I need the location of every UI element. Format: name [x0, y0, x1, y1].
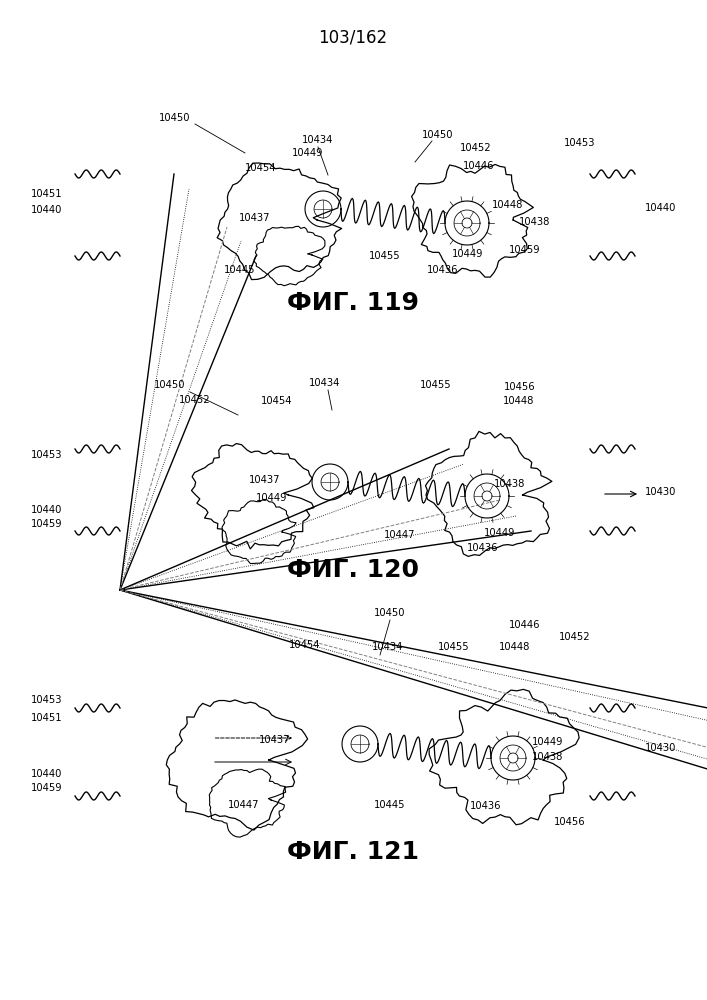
Text: ФИГ. 121: ФИГ. 121 [287, 840, 419, 864]
Text: 10459: 10459 [509, 245, 541, 255]
Text: 10446: 10446 [463, 161, 495, 171]
Text: 10449: 10449 [452, 249, 484, 259]
Text: 10440: 10440 [645, 203, 677, 213]
Text: 10452: 10452 [179, 395, 211, 405]
Polygon shape [222, 499, 296, 564]
Text: 10455: 10455 [438, 642, 470, 652]
Text: 10456: 10456 [554, 817, 586, 827]
Text: 10449: 10449 [256, 493, 288, 503]
Text: 10438: 10438 [494, 479, 526, 489]
Text: 10452: 10452 [559, 632, 591, 642]
Text: 10453: 10453 [564, 138, 596, 148]
Polygon shape [209, 769, 286, 837]
Text: 10447: 10447 [228, 800, 259, 810]
Text: 10438: 10438 [520, 217, 551, 227]
Text: 10456: 10456 [504, 382, 536, 392]
Polygon shape [192, 444, 314, 549]
Text: 10450: 10450 [159, 113, 191, 123]
Text: 10436: 10436 [470, 801, 502, 811]
Text: 10450: 10450 [374, 608, 406, 618]
Text: 10450: 10450 [154, 380, 186, 390]
Text: 10454: 10454 [289, 640, 321, 650]
Text: 10438: 10438 [532, 752, 563, 762]
Text: 10452: 10452 [460, 143, 492, 153]
Text: 10434: 10434 [303, 135, 334, 145]
Text: 10449: 10449 [484, 528, 515, 538]
Text: 10459: 10459 [30, 783, 62, 793]
Text: 10449: 10449 [532, 737, 563, 747]
Text: 10437: 10437 [259, 735, 291, 745]
Text: 10430: 10430 [645, 743, 677, 753]
Text: 10455: 10455 [420, 380, 452, 390]
Text: 10448: 10448 [499, 642, 531, 652]
Text: 10434: 10434 [373, 642, 404, 652]
Text: ФИГ. 120: ФИГ. 120 [287, 558, 419, 582]
Text: 10440: 10440 [30, 769, 62, 779]
Text: 10430: 10430 [645, 487, 677, 497]
Text: 10450: 10450 [422, 130, 454, 140]
Polygon shape [255, 226, 325, 286]
Polygon shape [217, 163, 341, 280]
Text: 10459: 10459 [30, 519, 62, 529]
Text: 10437: 10437 [250, 475, 281, 485]
Text: 10434: 10434 [310, 378, 341, 388]
Polygon shape [429, 689, 579, 825]
Text: 10445: 10445 [374, 800, 406, 810]
Text: ФИГ. 119: ФИГ. 119 [287, 291, 419, 315]
Text: 10455: 10455 [369, 251, 401, 261]
Text: 10437: 10437 [239, 213, 271, 223]
Text: 10440: 10440 [30, 205, 62, 215]
Text: 10453: 10453 [30, 695, 62, 705]
Polygon shape [411, 164, 533, 277]
Text: 103/162: 103/162 [318, 29, 387, 47]
Text: 10447: 10447 [384, 530, 416, 540]
Text: 10448: 10448 [503, 396, 534, 406]
Text: 10445: 10445 [224, 265, 256, 275]
Text: 10446: 10446 [509, 620, 541, 630]
Text: 10448: 10448 [492, 200, 524, 210]
Text: 10449: 10449 [292, 148, 324, 158]
Text: 10454: 10454 [262, 396, 293, 406]
Polygon shape [426, 431, 552, 556]
Text: 10451: 10451 [30, 189, 62, 199]
Text: 10436: 10436 [467, 543, 498, 553]
Text: 10453: 10453 [30, 450, 62, 460]
Text: 10451: 10451 [30, 713, 62, 723]
Text: 10440: 10440 [30, 505, 62, 515]
Polygon shape [166, 700, 308, 830]
Text: 10436: 10436 [427, 265, 459, 275]
Text: 10454: 10454 [245, 163, 276, 173]
